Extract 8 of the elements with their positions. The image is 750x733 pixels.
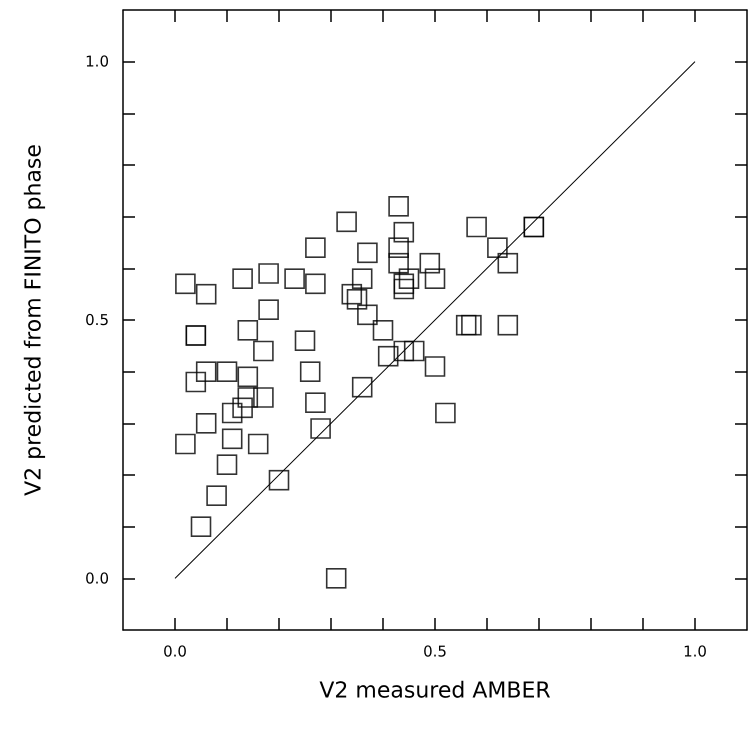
x-axis-title: V2 measured AMBER: [319, 678, 551, 704]
y-tick-label: 0.0: [85, 569, 109, 588]
x-tick-label: 0.5: [423, 642, 447, 660]
y-tick-label: 1.0: [85, 52, 109, 71]
x-tick-label: 1.0: [683, 642, 707, 660]
y-axis-title: V2 predicted from FINITO phase: [22, 144, 46, 496]
x-tick-label: 0.0: [163, 642, 187, 660]
y-tick-label: 0.5: [85, 311, 109, 329]
